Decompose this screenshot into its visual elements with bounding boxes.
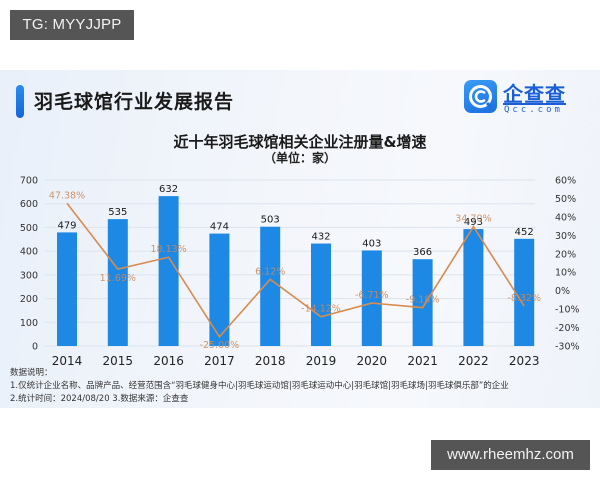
y2-axis-tick: -20% xyxy=(555,323,580,334)
top-left-watermark: TG: MYYJJPP xyxy=(10,10,134,40)
x-axis-label: 2017 xyxy=(204,354,235,368)
bar-value-label: 366 xyxy=(413,247,432,258)
growth-rate-label: 6.12% xyxy=(255,266,285,277)
y2-axis-tick: 20% xyxy=(555,249,576,260)
y2-axis-tick: -30% xyxy=(555,342,580,353)
bar xyxy=(260,226,281,346)
bar xyxy=(57,232,77,346)
bar xyxy=(209,233,230,346)
bar xyxy=(311,243,331,346)
growth-rate-label: -14.12% xyxy=(301,304,341,315)
bar-value-label: 452 xyxy=(515,227,534,238)
y-axis-tick: 700 xyxy=(20,176,38,187)
qcc-logo-text: 企查查 xyxy=(503,82,566,106)
x-axis-label: 2020 xyxy=(357,354,388,368)
growth-rate-label: 11.69% xyxy=(100,273,136,284)
data-notes: 数据说明： 1.仅统计企业名称、品牌产品、经营范围含“羽毛球健身中心|羽毛球运动… xyxy=(10,367,509,406)
x-axis-label: 2023 xyxy=(509,354,540,368)
y-axis-tick: 600 xyxy=(20,199,38,210)
bar-value-label: 632 xyxy=(159,184,178,195)
growth-rate-label: 34.70% xyxy=(455,214,491,225)
growth-rate-label: -25.00% xyxy=(200,340,240,351)
x-axis-label: 2022 xyxy=(458,354,489,368)
y2-axis-tick: 40% xyxy=(555,212,576,223)
bar xyxy=(107,219,128,346)
y-axis-tick: 100 xyxy=(20,318,38,329)
bar xyxy=(361,250,382,346)
notes-line-1: 1.仅统计企业名称、品牌产品、经营范围含“羽毛球健身中心|羽毛球运动馆|羽毛球运… xyxy=(10,381,509,391)
combo-chart: 0 100 200 300 400 500 600 700 -30% -20% -10% 0% 10% 2… xyxy=(20,176,580,369)
bar-value-label: 493 xyxy=(464,217,483,228)
x-axis-label: 2021 xyxy=(407,354,438,368)
y2-axis-tick: 30% xyxy=(555,231,576,242)
growth-rate-label: -6.71% xyxy=(355,290,389,301)
report-card: 羽毛球馆行业发展报告 企查查 Qcc.com 近十年羽毛球馆相关企业注册量&增速… xyxy=(0,70,600,408)
report-title: 羽毛球馆行业发展报告 xyxy=(34,91,235,113)
growth-rate-label: -9.18% xyxy=(406,295,440,306)
y-axis-tick: 500 xyxy=(20,223,38,234)
x-axis-label: 2019 xyxy=(306,354,337,368)
y2-axis-tick: 60% xyxy=(555,176,576,187)
y-axis-tick: 300 xyxy=(20,270,38,281)
bar-value-label: 403 xyxy=(362,238,381,249)
y2-axis-tick: -10% xyxy=(555,305,580,316)
title-accent-bar xyxy=(16,85,24,118)
bar-value-label: 503 xyxy=(261,215,280,226)
growth-line xyxy=(66,202,525,339)
x-axis-label: 2014 xyxy=(52,354,83,368)
growth-rate-label: 18.13% xyxy=(150,244,186,255)
notes-heading: 数据说明： xyxy=(10,368,53,378)
bar xyxy=(412,259,433,346)
chart-title: 近十年羽毛球馆相关企业注册量&增速 xyxy=(173,133,427,151)
x-axis-label: 2016 xyxy=(153,354,184,368)
qcc-logo-domain: Qcc.com xyxy=(504,105,563,115)
qcc-logo-icon xyxy=(464,80,497,113)
bar xyxy=(514,238,535,346)
qcc-logo: 企查查 Qcc.com xyxy=(464,78,584,122)
bar xyxy=(463,229,484,346)
bar-value-label: 535 xyxy=(108,207,127,218)
x-axis-label: 2018 xyxy=(255,354,286,368)
y2-axis-tick: 0% xyxy=(555,286,570,297)
y2-axis-tick: 10% xyxy=(555,268,576,279)
x-axis-label: 2015 xyxy=(103,354,134,368)
y-axis-tick: 0 xyxy=(32,342,38,353)
y2-axis-tick: 50% xyxy=(555,194,576,205)
bottom-right-watermark: www.rheemhz.com xyxy=(431,440,590,470)
bar-value-label: 432 xyxy=(311,232,330,243)
notes-line-2: 2.统计时间：2024/08/20 3.数据来源：企查查 xyxy=(10,394,189,404)
bar-value-label: 479 xyxy=(57,220,76,231)
growth-rate-label: 47.38% xyxy=(49,190,85,201)
y-axis-tick: 400 xyxy=(20,247,38,258)
chart-subtitle: （单位：家） xyxy=(263,151,336,165)
growth-rate-label: -8.32% xyxy=(507,293,541,304)
bar xyxy=(158,196,179,346)
bar-value-label: 474 xyxy=(210,222,229,233)
y-axis-tick: 200 xyxy=(20,294,38,305)
